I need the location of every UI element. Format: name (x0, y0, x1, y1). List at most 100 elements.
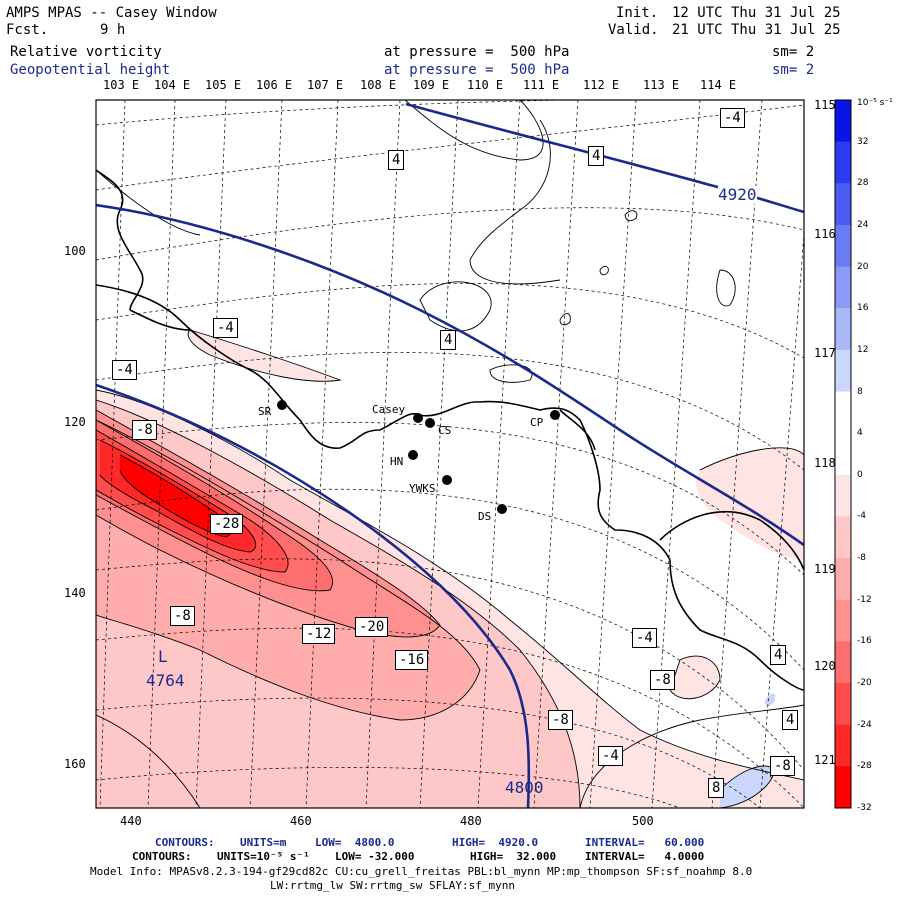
colorbar-tick-label: 32 (857, 136, 869, 147)
top-lon-label: 111 E (523, 78, 560, 92)
colorbar-swatch (835, 558, 851, 601)
valid-label: Valid. (608, 22, 659, 38)
colorbar-outline (834, 99, 852, 809)
station-hn-label: HN (390, 455, 404, 468)
station-cs-label: CS (438, 424, 452, 437)
field2-name: Geopotential height (10, 62, 171, 78)
low-center-value: 4764 (146, 671, 185, 690)
vorticity-contour-label: 4 (782, 710, 799, 730)
colorbar-tick-label: 12 (857, 344, 869, 355)
colorbar-swatch (835, 183, 851, 226)
vorticity-contour-label: -20 (355, 617, 389, 637)
footer-height-low: LOW= 4800.0 (315, 836, 395, 849)
colorbar-tick-label: -12 (857, 594, 872, 605)
field1-smoothing: sm= 2 (772, 44, 815, 60)
colorbar-swatch (835, 641, 851, 684)
low-center-letter: L (158, 647, 168, 666)
colorbar-swatch (835, 766, 851, 809)
footer-model-info-2: LW:rrtmg_lw SW:rrtmg_sw SFLAY:sf_mynn (270, 879, 516, 892)
colorbar-swatch (835, 266, 851, 309)
colorbar-tick-label: -16 (857, 636, 872, 647)
height-label-4800: 4800 (505, 778, 544, 797)
vorticity-contour-label: -4 (213, 318, 238, 338)
vorticity-contour-label: -8 (132, 420, 157, 440)
vorticity-shading (96, 330, 804, 808)
footer-vort-units: UNITS=10⁻⁵ s⁻¹ (217, 850, 310, 863)
colorbar-swatch (835, 599, 851, 642)
colorbar-tick-label: -32 (857, 803, 872, 813)
colorbar-swatch (835, 391, 851, 434)
station-markers (277, 400, 560, 514)
top-lon-label: 104 E (154, 78, 191, 92)
station-ywks-marker (442, 475, 452, 485)
footer-vort-low: LOW= -32.000 (335, 850, 415, 863)
colorbar-swatch (835, 433, 851, 476)
colorbar-swatch (835, 100, 851, 143)
colorbar (834, 99, 852, 809)
colorbar-tick-label: -20 (857, 678, 872, 689)
station-sr-label: SR (258, 405, 272, 418)
field2-smoothing: sm= 2 (772, 62, 815, 78)
fcst-label: Fcst. (6, 22, 49, 38)
vorticity-contour-label: -8 (650, 670, 675, 690)
colorbar-tick-label: -8 (857, 553, 866, 564)
vorticity-contour-label: -8 (548, 710, 573, 730)
field1-pressure: at pressure = 500 hPa (384, 44, 570, 60)
colorbar-tick-label: 24 (857, 219, 869, 230)
vorticity-contour-label: -4 (632, 628, 657, 648)
left-axis-label: 100 (64, 244, 86, 258)
colorbar-tick-label: -28 (857, 761, 872, 772)
vorticity-contour-label: -4 (720, 108, 745, 128)
top-lon-label: 109 E (413, 78, 450, 92)
vorticity-contour-label: 4 (588, 146, 605, 166)
vorticity-contour-label: 4 (388, 150, 405, 170)
colorbar-tick-label: 4 (857, 428, 863, 439)
colorbar-swatch (835, 724, 851, 767)
init-value: 12 UTC Thu 31 Jul 25 (672, 5, 841, 21)
colorbar-swatch (835, 516, 851, 559)
vorticity-contour-label: 8 (708, 778, 725, 798)
vorticity-contour-label: 4 (770, 645, 787, 665)
colorbar-tick-label: 16 (857, 303, 869, 314)
station-casey-label: Casey (372, 403, 406, 416)
colorbar-swatch (835, 308, 851, 351)
left-axis-label: 120 (64, 415, 86, 429)
field2-pressure: at pressure = 500 hPa (384, 62, 570, 78)
vorticity-contour-label: -12 (302, 624, 336, 644)
vorticity-contour-label: 4 (440, 330, 457, 350)
station-ds-marker (497, 504, 507, 514)
colorbar-unit: 10⁻⁵ s⁻¹ (857, 98, 893, 108)
footer-height-high: HIGH= 4920.0 (452, 836, 539, 849)
vorticity-contour-label: -8 (770, 756, 795, 776)
bottom-axis-label: 500 (632, 814, 654, 828)
station-ds-label: DS (478, 510, 492, 523)
colorbar-swatch (835, 224, 851, 268)
top-lon-label: 106 E (256, 78, 293, 92)
top-lon-label: 114 E (700, 78, 737, 92)
left-axis-label: 140 (64, 586, 86, 600)
colorbar-swatch (835, 141, 851, 184)
top-lon-label: 105 E (205, 78, 242, 92)
vorticity-contour-label: -4 (598, 746, 623, 766)
colorbar-swatch (835, 349, 851, 393)
vorticity-contour-label: -28 (210, 514, 244, 534)
colorbar-tick-label: 20 (857, 261, 869, 272)
valid-value: 21 UTC Thu 31 Jul 25 (672, 22, 841, 38)
top-lon-label: 103 E (103, 78, 140, 92)
height-label-4920: 4920 (718, 185, 757, 204)
station-cp-marker (550, 410, 560, 420)
fcst-value: 9 h (100, 22, 126, 38)
window-title: AMPS MPAS -- Casey Window (6, 5, 217, 21)
top-lon-label: 112 E (583, 78, 620, 92)
footer-vort-interval: INTERVAL= 4.0000 (585, 850, 705, 863)
station-cp-label: CP (530, 416, 544, 429)
station-casey-marker (413, 413, 423, 423)
top-lon-label: 108 E (360, 78, 397, 92)
vorticity-contour-label: -8 (170, 606, 195, 626)
vorticity-contour-label: -4 (112, 360, 137, 380)
vorticity-contour-label: -16 (395, 650, 429, 670)
top-lon-label: 113 E (643, 78, 680, 92)
footer-vort-prefix: CONTOURS: (132, 850, 192, 863)
top-lon-label: 107 E (307, 78, 344, 92)
